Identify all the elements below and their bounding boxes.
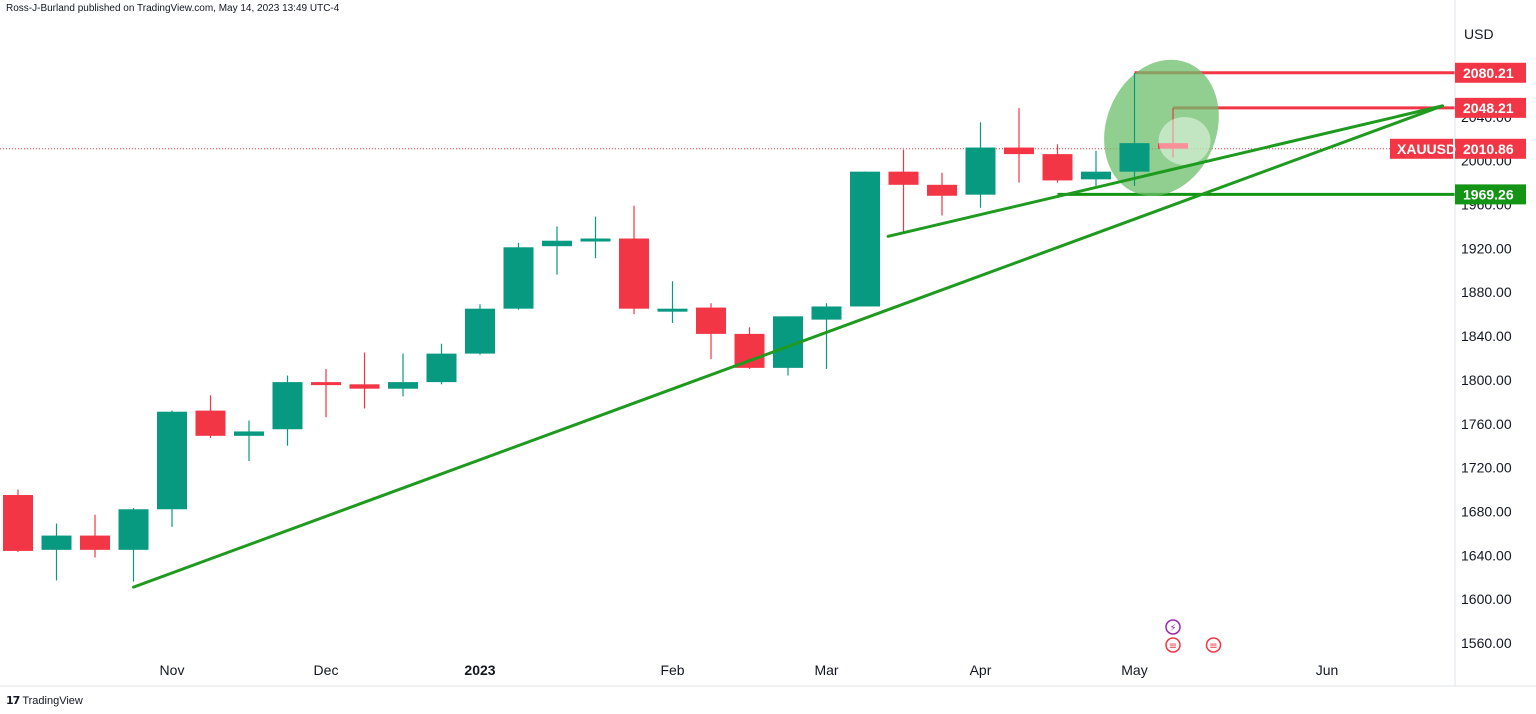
highlight-ellipse-layer	[1104, 59, 1219, 196]
candle-body	[1081, 171, 1111, 180]
us-flag-event-icon	[1165, 637, 1181, 653]
events-layer: ⚡ ≡ ≡	[1165, 619, 1222, 653]
y-tick-label: 1840.00	[1461, 328, 1512, 344]
trendlines-layer	[132, 104, 1444, 589]
candle-body	[1158, 143, 1188, 149]
y-tick-label: 1800.00	[1461, 372, 1512, 388]
candle-body	[811, 306, 842, 320]
candle-body	[1004, 147, 1034, 155]
level-badge-resistance-label: 2048.21	[1463, 100, 1514, 116]
y-tick-label: 1880.00	[1461, 284, 1512, 300]
trendline-2	[886, 104, 1444, 238]
candle-body	[542, 240, 572, 247]
flash-event-icon-glyph: ⚡	[1169, 623, 1176, 634]
candle-body	[118, 509, 149, 550]
current-price-badge-box	[1455, 138, 1526, 159]
level-badge-resistance-box	[1455, 97, 1526, 118]
x-tick-label: Dec	[314, 662, 339, 678]
candle-body	[272, 382, 303, 430]
x-tick-label: Nov	[160, 662, 185, 678]
candle-body	[157, 411, 187, 510]
candle-body	[734, 333, 765, 368]
y-tick-label: 1920.00	[1461, 240, 1512, 256]
us-flag-event-icon-glyph: ≡	[1169, 641, 1177, 652]
candle-body	[195, 410, 226, 436]
candle-body	[619, 238, 649, 309]
candle-body	[1119, 143, 1150, 172]
candle-body	[850, 171, 880, 307]
candle-body	[426, 353, 457, 383]
level-badge-support-box	[1455, 184, 1526, 205]
price-badges: 2080.21 2048.21 1969.26 2010.86 XAUUSD	[1390, 62, 1526, 205]
us-flag-event-icon-2	[1205, 637, 1222, 653]
candles-layer	[3, 73, 1211, 582]
candle-body	[3, 495, 33, 551]
level-badge-support-label: 1969.26	[1463, 186, 1514, 202]
candle-body	[465, 308, 495, 354]
candle-body	[311, 382, 341, 386]
publisher-caption: Ross-J-Burland published on TradingView.…	[6, 3, 340, 14]
y-tick-label: 1680.00	[1461, 503, 1512, 519]
y-tick-label: 1640.00	[1461, 547, 1512, 563]
x-tick-label: Apr	[970, 662, 992, 678]
trendline-1	[132, 104, 1444, 589]
candle-body	[388, 382, 418, 389]
y-tick-label: 1720.00	[1461, 460, 1512, 476]
currency-label: USD	[1464, 26, 1494, 42]
level-badge-resistance-label: 2080.21	[1463, 65, 1514, 81]
brand-label: TradingView	[22, 694, 83, 707]
price-axis: USD 1560.00 1600.00 1640.00 1680.00 1720.00 17…	[0, 0, 1536, 687]
candle-body	[927, 184, 957, 196]
price-levels-layer	[0, 71, 1455, 196]
x-tick-label: Feb	[660, 662, 684, 678]
us-flag-event-icon-2-glyph: ≡	[1209, 641, 1217, 652]
level-badge-resistance-box	[1455, 62, 1526, 83]
candle-body	[580, 238, 611, 242]
symbol-badge-box	[1390, 138, 1453, 159]
candle-body	[888, 171, 919, 185]
highlight-ellipse-inner	[1158, 116, 1211, 165]
symbol-badge-label: XAUUSD	[1397, 141, 1456, 157]
y-tick-label: 1560.00	[1461, 635, 1512, 651]
candle-body	[503, 247, 534, 309]
highlight-ellipse-outer	[1104, 59, 1219, 196]
candle-body	[349, 384, 380, 389]
candle-body	[696, 307, 726, 334]
y-tick-label: 1600.00	[1461, 591, 1512, 607]
x-tick-label: 2023	[464, 662, 495, 678]
candle-body	[41, 535, 72, 550]
y-tick-label: 1760.00	[1461, 416, 1512, 432]
x-tick-label: Jun	[1316, 662, 1339, 678]
candle-body	[657, 308, 688, 312]
x-tick-label: May	[1121, 662, 1147, 678]
x-tick-label: Mar	[814, 662, 838, 678]
flash-event-icon	[1165, 619, 1181, 635]
candle-body	[234, 431, 264, 436]
time-axis: Nov Dec 2023 Feb Mar Apr May Jun	[160, 662, 1339, 678]
candle-body	[1042, 154, 1073, 181]
candle-body	[80, 535, 110, 550]
candle-body	[965, 147, 996, 195]
current-price-badge-label: 2010.86	[1463, 141, 1514, 157]
tradingview-logo-icon: 𝟭𝟳	[6, 695, 20, 707]
footer: 𝟭𝟳 TradingView	[6, 694, 83, 708]
